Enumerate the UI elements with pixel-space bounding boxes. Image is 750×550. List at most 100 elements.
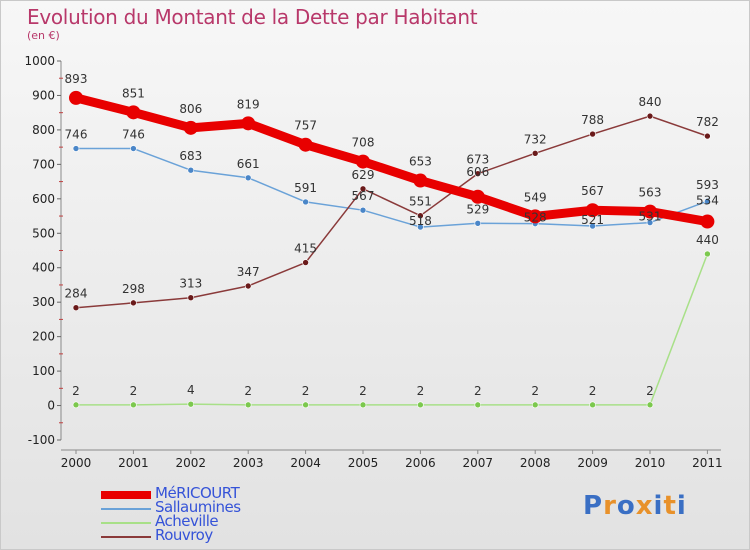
- data-label-rouvroy: 673: [466, 153, 489, 167]
- data-label-rouvroy: 840: [639, 95, 662, 109]
- data-label-acheville: 4: [187, 383, 195, 397]
- data-label-rouvroy: 415: [294, 242, 317, 256]
- data-label-acheville: 2: [646, 384, 654, 398]
- data-point-acheville: [646, 401, 654, 409]
- y-tick-label: 0: [47, 399, 55, 413]
- data-point-acheville: [704, 250, 711, 258]
- y-tick-label: 800: [32, 123, 55, 137]
- data-label-m-ricourt: 653: [409, 155, 432, 169]
- data-point-rouvroy: [130, 299, 137, 307]
- data-label-m-ricourt: 851: [122, 86, 145, 100]
- data-label-sallaumines: 521: [581, 213, 604, 227]
- data-point-rouvroy: [531, 150, 539, 157]
- logo-letter: i: [653, 491, 664, 521]
- y-tick-label: 500: [32, 226, 55, 240]
- data-label-m-ricourt: 757: [294, 119, 317, 133]
- data-point-acheville: [244, 401, 252, 409]
- data-point-sallaumines: [244, 174, 252, 182]
- data-label-sallaumines: 683: [179, 149, 202, 163]
- logo-letter: i: [676, 491, 687, 521]
- data-label-sallaumines: 746: [122, 128, 145, 142]
- data-point-rouvroy: [72, 304, 80, 311]
- y-tick-label: 300: [32, 295, 55, 309]
- data-point-m-ricourt: [528, 209, 543, 224]
- data-label-sallaumines: 518: [409, 214, 432, 228]
- data-label-acheville: 2: [244, 384, 252, 398]
- data-point-acheville: [302, 401, 309, 409]
- data-label-m-ricourt: 819: [237, 97, 260, 111]
- logo-letter: t: [663, 491, 677, 521]
- data-label-acheville: 2: [417, 384, 425, 398]
- data-point-acheville: [359, 401, 367, 409]
- data-point-m-ricourt: [183, 120, 198, 135]
- data-label-rouvroy: 629: [352, 168, 375, 182]
- proxiti-logo: Proxiti: [583, 491, 687, 521]
- data-label-acheville: 2: [474, 384, 482, 398]
- data-point-acheville: [187, 400, 195, 408]
- data-label-m-ricourt: 534: [696, 194, 719, 208]
- data-point-rouvroy: [474, 170, 482, 177]
- data-label-rouvroy: 782: [696, 115, 719, 129]
- x-tick-label: 2007: [463, 456, 494, 470]
- data-point-acheville: [130, 401, 137, 409]
- data-label-acheville: 440: [696, 233, 719, 247]
- data-point-m-ricourt: [700, 214, 715, 229]
- data-label-sallaumines: 746: [65, 128, 88, 142]
- data-label-rouvroy: 732: [524, 132, 547, 146]
- data-label-sallaumines: 661: [237, 157, 260, 171]
- data-point-sallaumines: [704, 197, 711, 205]
- data-point-m-ricourt: [470, 189, 485, 204]
- y-tick-label: 900: [32, 88, 55, 102]
- logo-letter: o: [616, 491, 636, 521]
- legend-swatch: [101, 508, 151, 510]
- data-label-acheville: 2: [72, 384, 80, 398]
- data-point-rouvroy: [704, 132, 711, 140]
- y-tick-label: -100: [28, 433, 55, 447]
- data-label-m-ricourt: 893: [65, 72, 88, 86]
- data-point-sallaumines: [130, 145, 137, 152]
- data-point-sallaumines: [646, 219, 654, 226]
- chart-subtitle: (en €): [27, 29, 60, 42]
- y-tick-label: 200: [32, 330, 55, 344]
- legend-swatch: [101, 491, 151, 499]
- data-label-rouvroy: 551: [409, 195, 432, 209]
- logo-letter: P: [583, 491, 604, 521]
- x-tick-label: 2011: [692, 456, 723, 470]
- x-tick-label: 2003: [233, 456, 264, 470]
- data-point-rouvroy: [417, 212, 424, 220]
- data-point-sallaumines: [359, 206, 367, 214]
- chart-title: Evolution du Montant de la Dette par Hab…: [27, 5, 478, 29]
- data-point-acheville: [417, 401, 424, 409]
- data-point-acheville: [531, 401, 539, 409]
- legend-label: MéRICOURT: [155, 484, 240, 502]
- data-point-sallaumines: [589, 222, 596, 230]
- data-point-rouvroy: [646, 112, 654, 120]
- data-point-sallaumines: [474, 219, 482, 227]
- series-line-rouvroy: [75, 115, 709, 309]
- data-label-rouvroy: 788: [581, 113, 604, 127]
- data-label-sallaumines: 531: [639, 210, 662, 224]
- data-point-acheville: [72, 401, 80, 409]
- data-label-rouvroy: 313: [179, 277, 202, 291]
- x-tick-label: 2000: [61, 456, 92, 470]
- data-label-rouvroy: 298: [122, 282, 145, 296]
- series-line-m-ricourt: [71, 93, 712, 227]
- data-point-acheville: [589, 401, 596, 409]
- x-tick-label: 2008: [520, 456, 551, 470]
- legend-label: Rouvroy: [155, 526, 213, 544]
- x-tick-label: 2001: [118, 456, 149, 470]
- data-point-rouvroy: [244, 282, 252, 290]
- data-point-acheville: [474, 401, 482, 409]
- data-label-rouvroy: 284: [65, 287, 88, 301]
- logo-letter: x: [635, 491, 654, 521]
- data-label-acheville: 2: [589, 384, 597, 398]
- data-label-acheville: 2: [359, 384, 367, 398]
- data-point-sallaumines: [302, 198, 309, 206]
- series-line-acheville: [75, 253, 709, 406]
- logo-letter: r: [603, 491, 617, 521]
- data-point-rouvroy: [187, 294, 195, 302]
- y-tick-label: 400: [32, 261, 55, 275]
- data-label-sallaumines: 593: [696, 178, 719, 192]
- data-point-m-ricourt: [643, 204, 657, 219]
